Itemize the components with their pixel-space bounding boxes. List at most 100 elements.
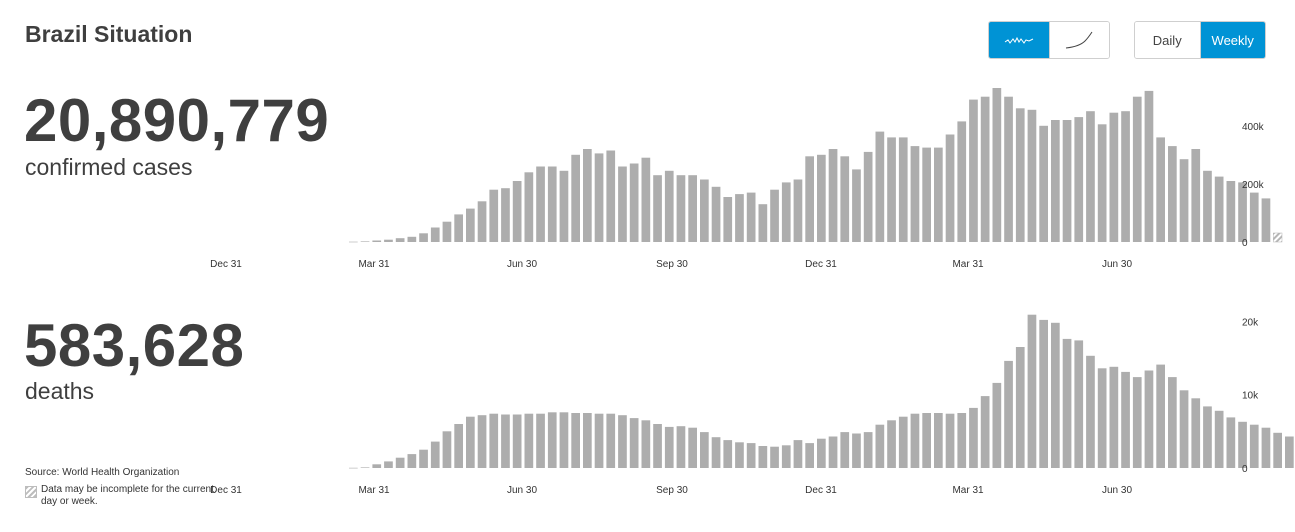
- deaths-bar[interactable]: [618, 415, 627, 468]
- deaths-bar[interactable]: [442, 431, 452, 468]
- deaths-bar[interactable]: [360, 467, 370, 468]
- cases-bar[interactable]: [1156, 137, 1165, 242]
- deaths-bar[interactable]: [817, 438, 826, 468]
- cases-bar[interactable]: [477, 201, 487, 242]
- deaths-bar[interactable]: [384, 461, 393, 468]
- deaths-bar[interactable]: [547, 412, 557, 468]
- cases-bar[interactable]: [583, 149, 592, 242]
- cases-bar[interactable]: [360, 241, 370, 242]
- cases-bar[interactable]: [957, 121, 967, 242]
- cases-bar[interactable]: [1132, 96, 1142, 242]
- cases-bar[interactable]: [746, 192, 756, 242]
- cases-bar[interactable]: [1179, 159, 1189, 242]
- cases-bar[interactable]: [664, 170, 674, 242]
- deaths-bar[interactable]: [1027, 314, 1037, 468]
- cases-bar[interactable]: [372, 240, 382, 243]
- deaths-bar[interactable]: [1285, 436, 1294, 469]
- cases-bar[interactable]: [723, 197, 733, 242]
- deaths-bar[interactable]: [1214, 410, 1224, 468]
- cases-bar[interactable]: [1238, 182, 1247, 242]
- deaths-bar[interactable]: [980, 396, 990, 468]
- cases-bar[interactable]: [875, 131, 885, 242]
- deaths-bar[interactable]: [1004, 360, 1013, 468]
- cases-bar[interactable]: [1144, 90, 1154, 243]
- cases-bar[interactable]: [349, 241, 358, 243]
- cases-bar[interactable]: [1168, 146, 1177, 242]
- cases-bar[interactable]: [969, 99, 978, 242]
- deaths-bar[interactable]: [407, 454, 417, 468]
- deaths-bar[interactable]: [1015, 347, 1025, 468]
- cases-bar[interactable]: [711, 186, 721, 242]
- deaths-bar[interactable]: [700, 432, 709, 468]
- cases-bar[interactable]: [1191, 149, 1201, 242]
- weekly-button[interactable]: Weekly: [1199, 22, 1265, 58]
- cases-bar[interactable]: [735, 194, 744, 242]
- deaths-bar[interactable]: [594, 413, 604, 468]
- cases-bar[interactable]: [501, 188, 510, 242]
- cases-bar[interactable]: [442, 221, 452, 242]
- deaths-bar[interactable]: [1132, 377, 1142, 468]
- cases-bar[interactable]: [395, 238, 405, 242]
- deaths-bar[interactable]: [1191, 398, 1201, 468]
- cases-bar[interactable]: [407, 236, 417, 242]
- cases-bar[interactable]: [1051, 120, 1060, 242]
- deaths-bar[interactable]: [1203, 406, 1212, 468]
- deaths-bar[interactable]: [688, 427, 697, 468]
- deaths-bar[interactable]: [840, 432, 850, 468]
- deaths-bar[interactable]: [1039, 319, 1048, 468]
- cumulative-scale-button[interactable]: [1048, 22, 1109, 58]
- deaths-bar[interactable]: [512, 414, 522, 469]
- cases-bar[interactable]: [454, 214, 463, 242]
- cases-bar[interactable]: [945, 134, 955, 243]
- cases-bar[interactable]: [559, 170, 569, 242]
- cases-bar[interactable]: [384, 239, 393, 242]
- cases-bar[interactable]: [863, 151, 873, 242]
- cases-bar[interactable]: [512, 181, 522, 242]
- cases-bar[interactable]: [700, 179, 709, 243]
- cases-bar[interactable]: [828, 149, 838, 242]
- cases-bar[interactable]: [758, 204, 768, 242]
- deaths-bar[interactable]: [430, 441, 440, 468]
- cases-bar[interactable]: [1109, 112, 1119, 242]
- deaths-bar[interactable]: [489, 413, 499, 468]
- deaths-bar[interactable]: [395, 457, 405, 468]
- cases-bar[interactable]: [1203, 170, 1212, 242]
- deaths-bar[interactable]: [1062, 338, 1072, 468]
- deaths-bar[interactable]: [1109, 366, 1119, 468]
- cases-bar[interactable]: [980, 96, 990, 242]
- deaths-bar[interactable]: [1097, 368, 1107, 468]
- cases-bar[interactable]: [1226, 181, 1236, 242]
- deaths-bar[interactable]: [1074, 340, 1084, 468]
- cases-bar[interactable]: [817, 154, 826, 242]
- deaths-bar[interactable]: [1121, 371, 1130, 468]
- cases-bar[interactable]: [1004, 96, 1013, 242]
- deaths-bar[interactable]: [349, 467, 358, 469]
- deaths-bar[interactable]: [746, 443, 756, 468]
- deaths-bar[interactable]: [735, 442, 744, 468]
- cases-bar[interactable]: [524, 172, 534, 242]
- deaths-bar[interactable]: [852, 433, 861, 469]
- deaths-bar[interactable]: [466, 416, 475, 468]
- cases-bar[interactable]: [536, 166, 545, 243]
- deaths-bar[interactable]: [758, 446, 768, 468]
- cases-bar[interactable]: [922, 147, 931, 242]
- cases-bar[interactable]: [688, 175, 697, 242]
- deaths-bar[interactable]: [887, 420, 896, 468]
- deaths-bar[interactable]: [910, 413, 920, 468]
- deaths-bar[interactable]: [501, 414, 510, 469]
- deaths-bar[interactable]: [1261, 427, 1271, 468]
- cases-bar[interactable]: [934, 147, 943, 242]
- cases-bar[interactable]: [1039, 125, 1048, 242]
- cases-bar[interactable]: [629, 163, 639, 243]
- deaths-bar[interactable]: [653, 424, 662, 468]
- cases-bar[interactable]: [1074, 117, 1084, 242]
- deaths-bar[interactable]: [536, 413, 545, 468]
- deaths-bar[interactable]: [1156, 364, 1165, 468]
- cases-bar[interactable]: [887, 137, 896, 242]
- deaths-bar[interactable]: [477, 415, 487, 468]
- deaths-bar[interactable]: [372, 464, 382, 468]
- cases-bar[interactable]: [594, 153, 604, 242]
- deaths-bar[interactable]: [1144, 370, 1154, 469]
- daily-button[interactable]: Daily: [1135, 22, 1200, 58]
- cases-bar[interactable]: [1261, 198, 1271, 242]
